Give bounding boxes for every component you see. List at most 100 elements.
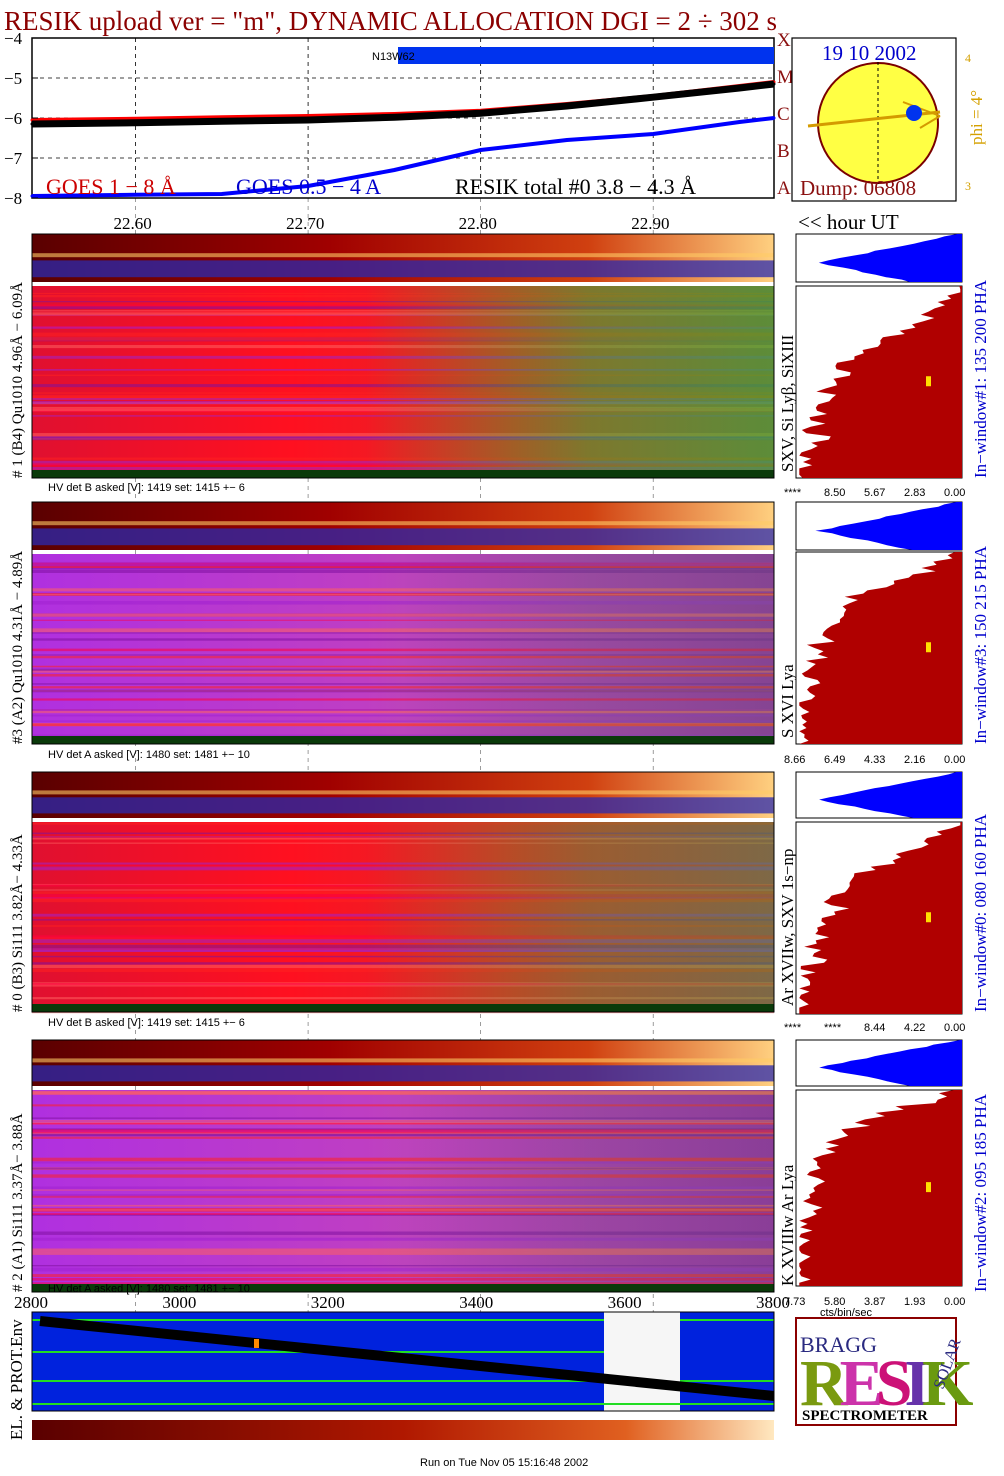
channel-0-pha-tick-1: 8.50 [824,487,845,499]
series-point-2-7 [651,95,655,99]
channel-2-pha-tick-2: 8.44 [864,1022,885,1034]
series-point-2-8 [737,86,741,90]
channel-1-green-overlay [32,554,774,744]
channel-0-pha-hist [799,286,962,478]
series-point-1-1 [134,193,138,197]
bottom-tick-label-3: 3400 [459,1293,493,1312]
channel-0-left-label: # 1 (B4) Qu1010 4.96Å − 6.09Å [10,282,26,478]
series-point-2-3 [306,118,310,122]
series-point-1-8 [737,120,741,124]
channel-0-right-label: In−window#1: 135 200 PHA [971,279,990,478]
legend-resik-total: RESIK total #0 3.8 − 4.3 Å [455,174,696,199]
channel-0-pha-tick-0: **** [784,487,802,499]
pointing-arrow [902,101,941,117]
active-region-marker-icon [906,105,922,121]
y-tick-label-2: −6 [4,109,22,128]
channel-2-mid-label: Ar XVIIw, SXV 1s−np [778,849,797,1006]
channel-2-pha-tick-1: **** [824,1022,842,1034]
channel-1-band-line [32,521,774,526]
y-tick-label-4: −8 [4,189,22,208]
series-point-1-6 [565,138,569,142]
channel-0-band-line [32,253,774,258]
channel-panel-2: HV det B asked [V]: 1419 set: 1415 +− 6 #… [10,771,990,1034]
channel-1-edge [32,736,774,744]
channel-0-edge [32,470,774,478]
hour-tick-label-0: 22.60 [114,214,152,233]
channel-2-right-label: In−window#0: 080 160 PHA [971,813,990,1012]
pointing-arrow-head [919,115,941,129]
channel-3-edge [32,1284,774,1292]
channel-1-pha-tick-0: 8.66 [784,754,805,766]
channel-0-pha-tick-3: 2.83 [904,487,925,499]
channel-0-mid-label: SXV, Si Lyβ, SiXIII [778,334,797,472]
logo-frame [795,1317,957,1426]
channel-2-band-line [32,790,774,795]
series-point-2-5 [479,111,483,115]
bottom-tick-label-4: 3600 [608,1293,642,1312]
series-point-2-1 [134,121,138,125]
channel-3-pha-tick-0: 7.73 [784,1296,805,1308]
goes-class-b: B [777,141,790,162]
bottom-tick-label-5: 3800 [756,1293,790,1312]
channel-3-green-overlay [32,1090,774,1292]
env-orbit-track [39,1316,775,1401]
env-frame [31,1311,775,1412]
channel-2-green-overlay [32,822,774,1012]
hour-tick-label-3: 22.90 [631,214,669,233]
active-region-bar [398,47,774,64]
phi-tick-bottom: 3 [965,179,971,193]
channel-0-pha-tick-2: 5.67 [864,487,885,499]
series-point-1-4 [392,168,396,172]
channel-0-pha-tick-4: 0.00 [944,487,965,499]
channel-3-band-line [32,1058,774,1063]
channel-1-hv: HV det A asked [V]: 1480 set: 1481 +− 10 [48,749,250,761]
channel-1-pha-marker [926,642,931,653]
channel-1-pha-tick-2: 4.33 [864,754,885,766]
goes-class-m: M [777,67,794,88]
channel-3-pha-tick-3: 1.93 [904,1296,925,1308]
env-marker [254,1339,259,1348]
y-tick-label-3: −7 [4,149,23,168]
channel-2-pha-marker [926,912,931,923]
particle-environment-panel: 2800 3000 3200 3400 3600 3800 EL. & PROT.Env [7,1293,790,1440]
channel-0-band-stripe [32,260,774,278]
observation-date: 19 10 2002 [822,41,917,65]
series-point-2-0 [30,122,34,126]
channel-2-frame [31,771,775,1013]
logo-bragg: BRAGG [800,1332,877,1357]
channel-1-top-hist [815,502,962,550]
phi-tick-top: 4 [965,51,971,65]
legend-goes-1-8: GOES 1 − 8 Å [46,174,176,199]
goes-class-x: X [777,30,791,51]
pha-unit-label: cts/bin/sec [820,1307,872,1319]
channel-panel-3: HV det A asked [V]: 1480 set: 1481 +− 10… [10,1039,990,1308]
channel-3-top-hist [819,1040,962,1086]
channel-0-frame [31,233,775,479]
env-ylabel: EL. & PROT.Env [7,1319,26,1440]
channel-0-green-overlay [32,286,774,478]
series-point-1-2 [220,192,224,196]
channel-1-pha-tick-4: 0.00 [944,754,965,766]
lightcurve-y-ticks: −4 −5 −6 −7 −8 [4,29,38,208]
channel-3-mid-label: K XVIIIw Ar Lya [778,1164,797,1286]
resik-logo: RESIK BRAGG SOLAR SPECTROMETER [795,1317,981,1426]
y-tick-label-1: −5 [4,69,22,88]
figure-title: RESIK upload ver = "m", DYNAMIC ALLOCATI… [4,6,777,36]
logo-caption: SPECTROMETER [802,1408,928,1424]
bottom-tick-label-2: 3200 [311,1293,345,1312]
channel-1-pha-hist [799,552,962,744]
hour-tick-label-1: 22.70 [286,214,324,233]
channel-3-pha-tick-4: 0.00 [944,1296,965,1308]
channel-3-pha-hist [799,1090,962,1286]
sun-position-inset: 19 10 2002 Dump: 06808 phi = 4° 4 3 [791,37,986,202]
spectral-channels: HV det B asked [V]: 1419 set: 1415 +− 6 #… [10,233,990,1319]
channel-3-right-label: In−window#2: 095 185 PHA [971,1093,990,1292]
y-tick-label-0: −4 [4,29,23,48]
channel-3-pha-marker [926,1182,931,1193]
channel-1-pha-tick-1: 6.49 [824,754,845,766]
series-line-2 [31,80,775,128]
channel-1-pha-tick-3: 2.16 [904,754,925,766]
channel-0-top-hist [818,234,962,282]
